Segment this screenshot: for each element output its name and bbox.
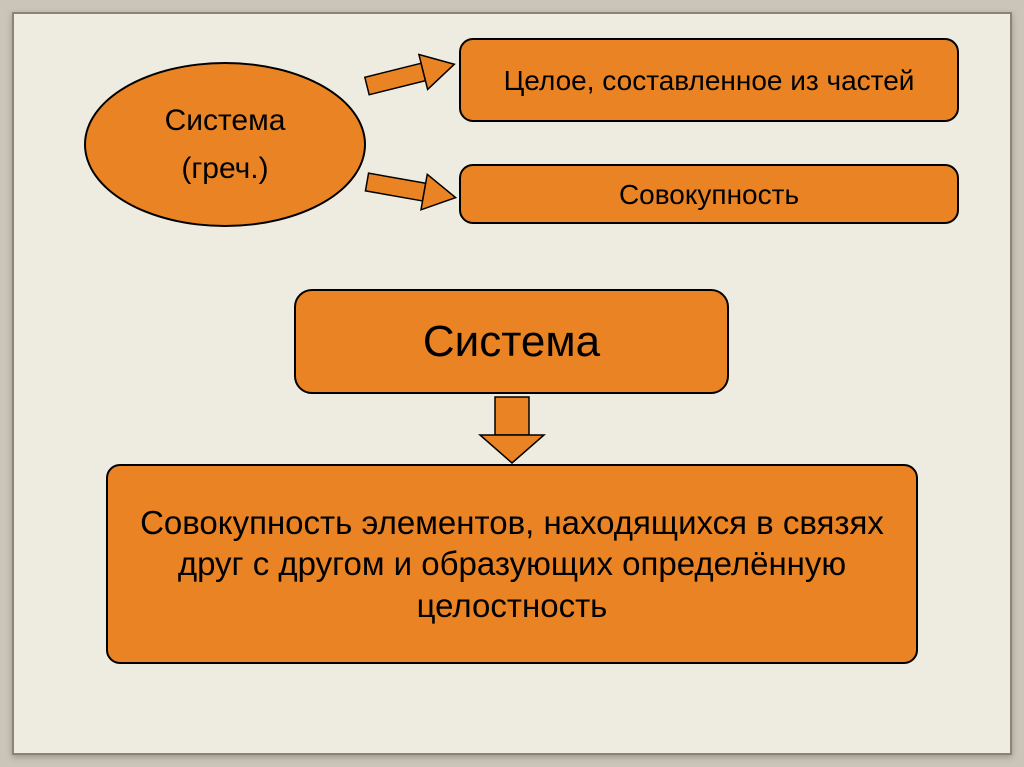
arrow-2 xyxy=(364,164,459,215)
box-system: Система xyxy=(294,289,729,394)
box-whole-from-parts: Целое, составленное из частей xyxy=(459,38,959,122)
ellipse-system-greek: Система (греч.) xyxy=(84,62,366,227)
box-definition: Совокупность элементов, находящихся в св… xyxy=(106,464,918,664)
arrow-down xyxy=(480,397,544,463)
slide-canvas: Система (греч.) Целое, составленное из ч… xyxy=(12,12,1012,755)
box-whole-text: Целое, составленное из частей xyxy=(504,63,915,98)
arrow-1 xyxy=(363,47,459,104)
box-aggregate-text: Совокупность xyxy=(619,177,799,212)
box-definition-text: Совокупность элементов, находящихся в св… xyxy=(128,502,896,626)
ellipse-line1: Система xyxy=(165,102,286,140)
box-system-text: Система xyxy=(423,314,600,369)
box-aggregate: Совокупность xyxy=(459,164,959,224)
ellipse-line2: (греч.) xyxy=(181,150,268,188)
